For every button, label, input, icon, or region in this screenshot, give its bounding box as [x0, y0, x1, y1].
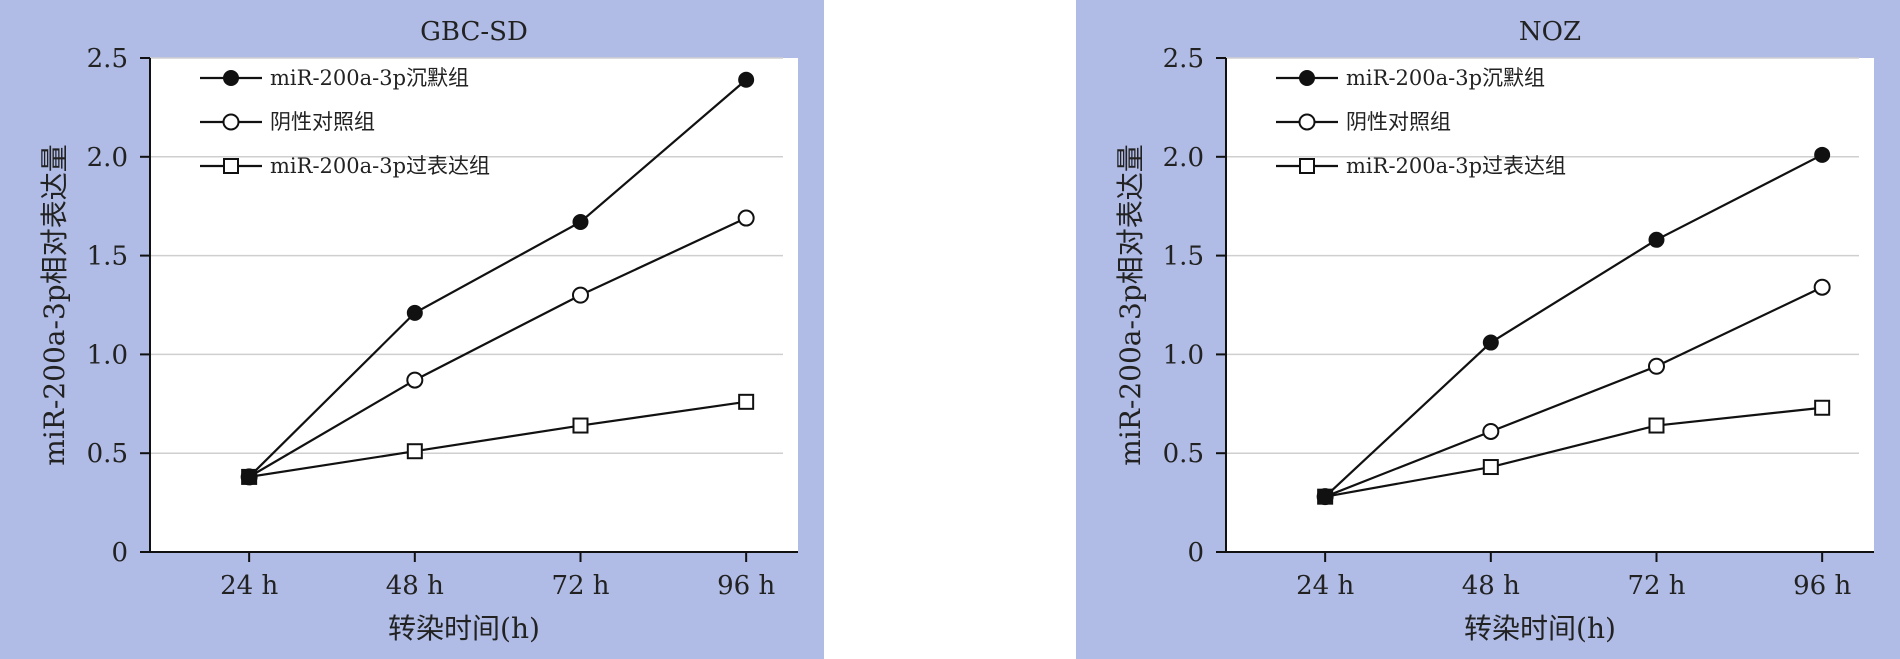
legend-label-0: miR-200a-3p沉默组 — [270, 66, 469, 90]
series-line-2 — [248, 400, 747, 478]
x-tick-label-24-h: 24 h — [220, 571, 278, 601]
data-point-s0-72-h — [1648, 231, 1665, 248]
series-line-0 — [1324, 153, 1823, 498]
legend-marker-1 — [1298, 113, 1316, 131]
x-tick-label-24-h: 24 h — [1296, 571, 1354, 601]
data-point-s0-72-h — [572, 214, 589, 231]
series-line-1 — [248, 217, 747, 478]
chart-panel-noz: NOZ 0 0.5 1.0 1.5 2.0 2.5 24 h 48 h 72 h 96 h 转染时间(… — [1076, 0, 1900, 659]
y-axis-label: miR-200a-3p相对表达量 — [38, 144, 71, 465]
y-tick-label-1-0: 1.0 — [87, 340, 128, 370]
data-point-s2-48-h — [406, 443, 423, 460]
legend-marker-2 — [223, 158, 239, 174]
y-tick-label-2-5: 2.5 — [87, 44, 128, 74]
y-tick-label-1-5: 1.5 — [1163, 242, 1204, 272]
data-point-s1-96-h — [737, 209, 755, 227]
legend-marker-2 — [1299, 158, 1315, 174]
y-tick-label-1-0: 1.0 — [1163, 340, 1204, 370]
chart-title: GBC-SD — [420, 17, 528, 47]
y-tick-label-0-5: 0.5 — [1163, 439, 1204, 469]
data-point-s1-72-h — [571, 286, 589, 304]
data-point-s0-24-h — [1317, 488, 1334, 505]
data-point-s2-96-h — [1814, 399, 1831, 416]
data-point-s2-48-h — [1482, 459, 1499, 476]
series-line-0 — [248, 78, 747, 478]
x-axis-label: 转染时间(h) — [388, 612, 540, 645]
legend-label-2: miR-200a-3p过表达组 — [1346, 154, 1566, 178]
y-tick-label-0: 0 — [1187, 538, 1204, 568]
legend-label-2: miR-200a-3p过表达组 — [270, 154, 490, 178]
x-tick-label-48-h: 48 h — [386, 571, 444, 601]
legend-label-0: miR-200a-3p沉默组 — [1346, 66, 1545, 90]
data-point-s1-72-h — [1647, 357, 1665, 375]
data-point-s2-72-h — [572, 417, 589, 434]
series-line-2 — [1324, 406, 1823, 498]
y-tick-label-2-5: 2.5 — [1163, 44, 1204, 74]
x-tick-label-96-h: 96 h — [717, 571, 775, 601]
data-point-s0-96-h — [738, 71, 755, 88]
data-point-s0-48-h — [1482, 334, 1499, 351]
legend-label-1: 阴性对照组 — [270, 110, 375, 134]
x-tick-label-72-h: 72 h — [1627, 571, 1685, 601]
data-point-s2-72-h — [1648, 417, 1665, 434]
x-tick-label-48-h: 48 h — [1462, 571, 1520, 601]
y-tick-label-0: 0 — [111, 538, 128, 568]
legend-marker-0 — [223, 70, 239, 86]
chart-title: NOZ — [1519, 17, 1581, 47]
y-tick-label-0-5: 0.5 — [87, 439, 128, 469]
x-tick-label-72-h: 72 h — [551, 571, 609, 601]
legend-marker-1 — [222, 113, 240, 131]
x-axis-label: 转染时间(h) — [1464, 612, 1616, 645]
legend-label-1: 阴性对照组 — [1346, 110, 1451, 134]
data-point-s0-48-h — [406, 304, 423, 321]
data-point-s0-24-h — [241, 468, 258, 485]
data-point-s1-48-h — [1482, 422, 1500, 440]
y-tick-label-2-0: 2.0 — [87, 143, 128, 173]
y-tick-label-1-5: 1.5 — [87, 242, 128, 272]
chart-panel-gbc-sd: GBC-SD 0 0.5 1.0 1.5 2.0 2.5 24 h 48 h 72 h 96 h 转染… — [0, 0, 824, 659]
data-point-s1-96-h — [1813, 278, 1831, 296]
data-point-s1-48-h — [406, 371, 424, 389]
y-axis-label: miR-200a-3p相对表达量 — [1114, 144, 1147, 465]
chart-gbc-sd: GBC-SD 0 0.5 1.0 1.5 2.0 2.5 24 h 48 h 72 h 96 h 转染… — [0, 0, 824, 659]
data-point-s0-96-h — [1814, 146, 1831, 163]
data-point-s2-96-h — [738, 393, 755, 410]
x-tick-label-96-h: 96 h — [1793, 571, 1851, 601]
chart-noz: NOZ 0 0.5 1.0 1.5 2.0 2.5 24 h 48 h 72 h 96 h 转染时间(… — [1076, 0, 1900, 659]
y-tick-label-2-0: 2.0 — [1163, 143, 1204, 173]
legend-marker-0 — [1299, 70, 1315, 86]
series-line-1 — [1324, 286, 1823, 498]
